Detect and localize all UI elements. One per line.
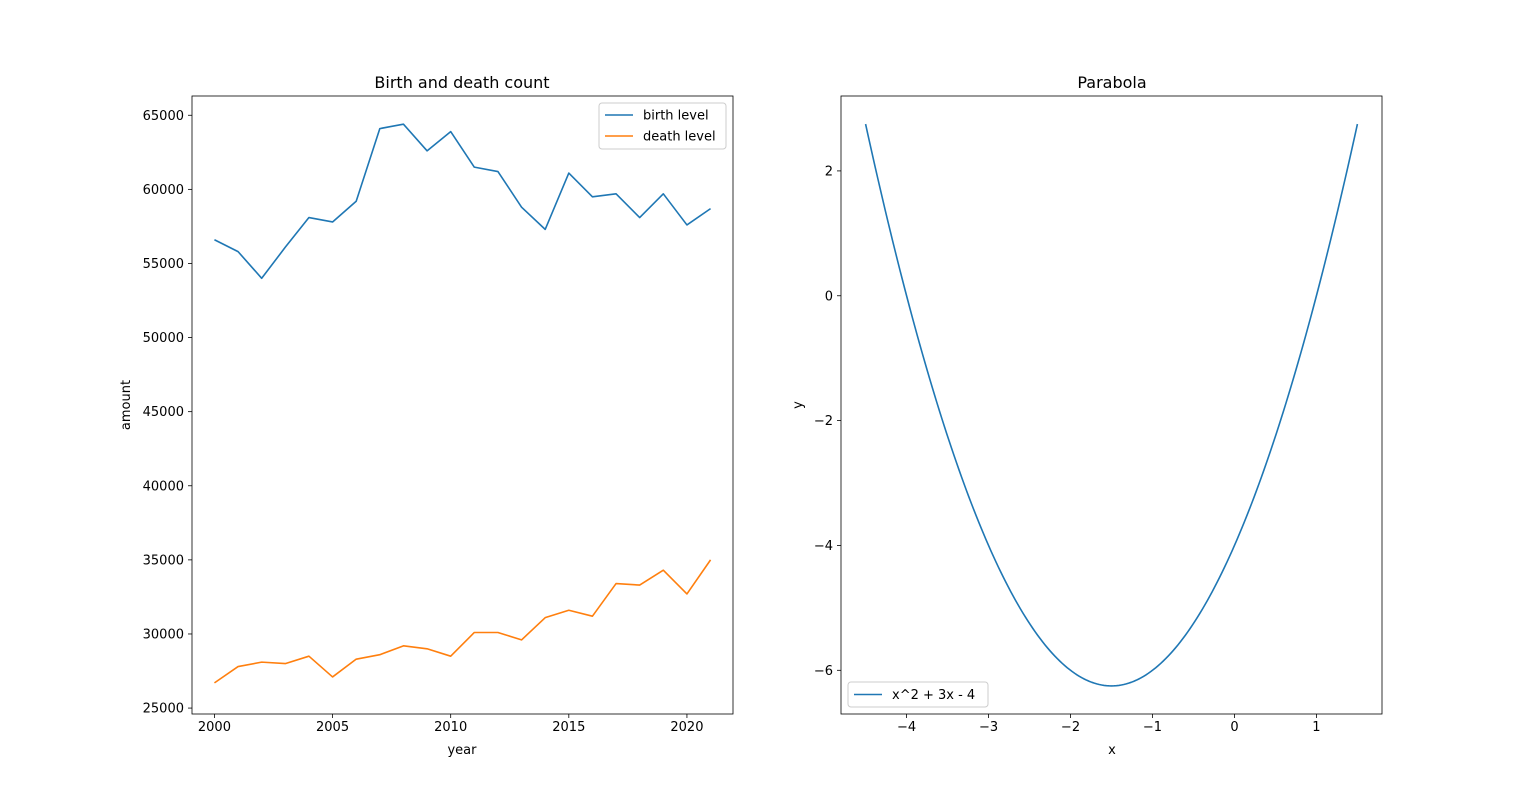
x-tick-label: −4 [897,720,916,735]
parabola-line [864,123,1359,687]
x-tick-label: 2020 [670,720,703,735]
y-tick-label: 60000 [143,183,184,198]
y-tick-label: 35000 [143,553,184,568]
x-tick-label: 2015 [552,720,585,735]
legend: birth level death level [598,102,727,150]
x-tick-label: 1 [1312,720,1320,735]
x-tick-label: 0 [1230,720,1238,735]
parabola-chart: Parabola x y −4 −3 −2 −1 0 1 −6 −4 −2 0 2 x^2 + 3x … [791,73,1383,758]
x-tick-label: 2000 [198,720,231,735]
legend-label: birth level [643,109,709,124]
y-tick-label: −6 [814,664,833,679]
y-tick-label: −4 [814,539,833,554]
y-axis-label: y [791,401,806,409]
legend-label: x^2 + 3x - 4 [892,688,975,703]
y-tick-label: 25000 [143,702,184,717]
x-tick-label: −2 [1061,720,1080,735]
birth-death-chart: Birth and death count year amount 2000 20… [119,73,734,758]
y-axis-label: amount [119,380,134,430]
chart-title: Birth and death count [374,73,549,92]
x-tick-label: −1 [1143,720,1162,735]
series-line-death-level [213,559,712,684]
x-tick-label: 2005 [316,720,349,735]
chart-title: Parabola [1077,73,1146,92]
series-line-birth-level [214,123,712,280]
y-tick-label: 0 [825,289,833,304]
x-tick-label: −3 [979,720,998,735]
plot-frame [191,95,734,715]
plot-frame [840,95,1383,715]
y-tick-label: 45000 [143,405,184,420]
x-tick-label: 2010 [434,720,467,735]
y-tick-label: 2 [825,164,833,179]
y-tick-label: 55000 [143,257,184,272]
legend: x^2 + 3x - 4 [847,681,989,708]
y-tick-label: 30000 [143,627,184,642]
y-tick-label: −2 [814,414,833,429]
y-tick-label: 50000 [143,331,184,346]
y-tick-label: 65000 [143,109,184,124]
y-tick-label: 40000 [143,479,184,494]
x-axis-label: x [1108,743,1116,758]
x-axis-label: year [447,743,477,758]
legend-box [847,681,989,708]
legend-label: death level [643,130,716,145]
